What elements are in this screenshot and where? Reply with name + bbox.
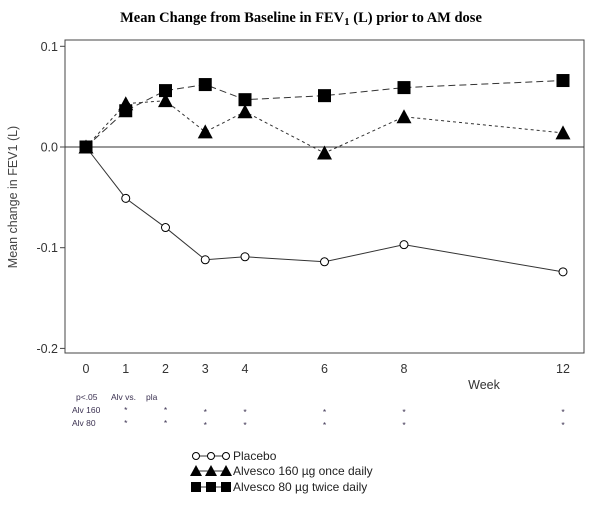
x-tick-label: 2 bbox=[162, 362, 169, 376]
data-point-alv160 bbox=[197, 124, 213, 139]
data-point-alv160 bbox=[237, 104, 253, 119]
legend-item-alv160: Alvesco 160 µg once daily bbox=[190, 464, 373, 478]
series-line-placebo bbox=[85, 146, 564, 273]
legend-symbol-alv160 bbox=[190, 465, 232, 476]
significance-star-alv160: * bbox=[124, 405, 128, 415]
y-tick-label: 0.0 bbox=[41, 141, 58, 155]
data-point-alv160 bbox=[396, 109, 412, 124]
significance-star-alv80: * bbox=[323, 420, 327, 430]
significance-star-alv160: * bbox=[243, 407, 247, 417]
legend-label-alv160: Alvesco 160 µg once daily bbox=[233, 464, 373, 478]
data-point-alv80 bbox=[238, 93, 252, 107]
significance-star-alv80: * bbox=[402, 420, 406, 430]
significance-star-alv80: * bbox=[204, 420, 208, 430]
x-tick-label: 3 bbox=[202, 362, 209, 376]
legend-symbol-alv80 bbox=[191, 482, 231, 492]
annot-header-pla: pla bbox=[146, 392, 158, 402]
series-line-alv80 bbox=[85, 80, 564, 148]
y-tick-label: -0.1 bbox=[36, 241, 58, 255]
data-point-placebo bbox=[200, 255, 210, 265]
significance-star-alv160: * bbox=[323, 407, 327, 417]
data-point-alv160 bbox=[158, 93, 173, 108]
annot-row-label-alv160: Alv 160 bbox=[72, 405, 101, 415]
y-tick-label: 0.1 bbox=[41, 40, 58, 54]
series-line-alv160 bbox=[85, 100, 564, 154]
legend-symbol-placebo bbox=[192, 452, 230, 460]
x-tick-label: 8 bbox=[401, 362, 408, 376]
series-markers bbox=[78, 74, 571, 277]
data-point-placebo bbox=[240, 252, 250, 262]
legend-label-placebo: Placebo bbox=[233, 449, 277, 463]
annot-header-p: p<.05 bbox=[76, 392, 98, 402]
x-axis-ticks: 0 1 2 3 4 6 8 12 bbox=[83, 362, 570, 376]
chart-title-subscript: 1 bbox=[344, 16, 350, 28]
data-point-alv80 bbox=[318, 89, 331, 103]
significance-star-alv160: * bbox=[561, 407, 565, 417]
significance-star-alv80: * bbox=[164, 418, 168, 428]
x-tick-label: 6 bbox=[321, 362, 328, 376]
chart-title-main: Mean Change from Baseline in FEV bbox=[120, 10, 345, 26]
annot-row-label-alv80: Alv 80 bbox=[72, 418, 96, 428]
data-point-alv80 bbox=[79, 140, 93, 154]
plot-frame bbox=[64, 39, 585, 354]
data-point-placebo bbox=[399, 240, 409, 250]
data-point-alv80 bbox=[556, 74, 570, 88]
y-tick-label: -0.2 bbox=[36, 342, 58, 356]
x-tick-label: 0 bbox=[83, 362, 90, 376]
legend-item-alv80: Alvesco 80 µg twice daily bbox=[191, 480, 367, 494]
significance-star-alv160: * bbox=[204, 407, 208, 417]
series-lines bbox=[85, 80, 564, 273]
chart-title: Mean Change from Baseline in FEV1 (L) pr… bbox=[120, 10, 482, 28]
x-tick-label: 1 bbox=[122, 362, 129, 376]
annot-header-alv: Alv vs. bbox=[111, 392, 136, 402]
x-tick-label: 4 bbox=[242, 362, 249, 376]
y-axis-label: Mean change in FEV1 (L) bbox=[6, 126, 20, 268]
significance-star-alv80: * bbox=[561, 420, 565, 430]
data-point-placebo bbox=[161, 223, 170, 233]
data-point-alv160 bbox=[555, 125, 571, 140]
significance-star-alv80: * bbox=[124, 418, 128, 428]
data-point-alv80 bbox=[397, 81, 411, 95]
chart-title-tail: (L) prior to AM dose bbox=[350, 10, 483, 26]
legend-label-alv80: Alvesco 80 µg twice daily bbox=[233, 480, 367, 494]
significance-annotation: p<.05 Alv vs. pla Alv 160 Alv 80 * * * * * * *… bbox=[72, 392, 565, 430]
x-tick-label: 12 bbox=[556, 362, 570, 376]
significance-star-alv80: * bbox=[243, 420, 247, 430]
data-point-alv80 bbox=[159, 84, 172, 98]
legend-item-placebo: Placebo bbox=[192, 449, 277, 463]
annot-stars: * * * * * * * * * * * * * * bbox=[124, 405, 565, 430]
data-point-alv80 bbox=[198, 78, 212, 92]
y-axis-ticks: 0.1 0.0 -0.1 -0.2 bbox=[36, 40, 65, 356]
x-axis-label: Week bbox=[468, 378, 500, 392]
data-point-placebo bbox=[320, 257, 329, 267]
data-point-placebo bbox=[558, 267, 568, 277]
data-point-alv160 bbox=[317, 145, 332, 160]
data-point-alv80 bbox=[119, 104, 133, 118]
significance-star-alv160: * bbox=[402, 407, 406, 417]
data-point-placebo bbox=[121, 193, 131, 203]
significance-star-alv160: * bbox=[164, 405, 168, 415]
legend: Placebo Alvesco 160 µg once daily Alvesc… bbox=[190, 449, 373, 494]
